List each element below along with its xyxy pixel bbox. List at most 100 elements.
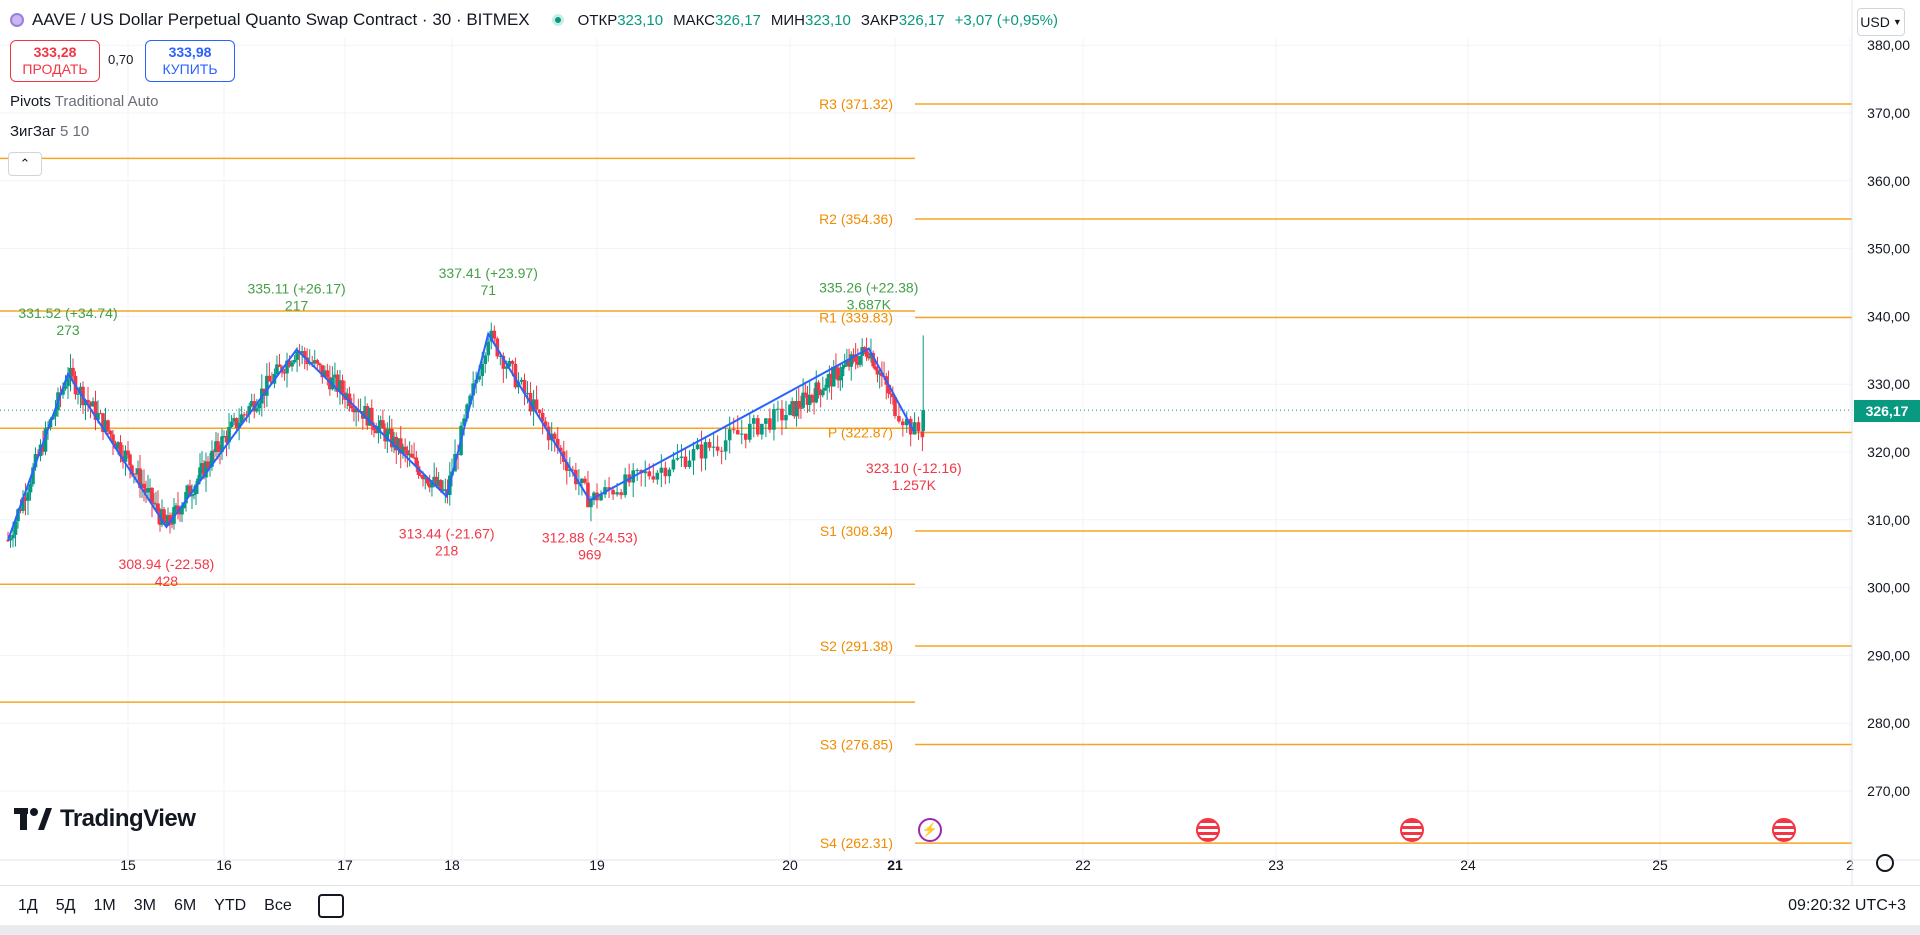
zigzag-price-label: 312.88 (-24.53) — [542, 529, 638, 545]
bottom-strip — [0, 925, 1920, 935]
us-flag-event-icon[interactable] — [1196, 818, 1220, 842]
candle-body — [416, 466, 421, 476]
chart-header: AAVE / US Dollar Perpetual Quanto Swap C… — [10, 8, 1058, 32]
candle-body — [71, 367, 75, 376]
candle-body — [663, 467, 668, 477]
candle-body — [776, 408, 780, 410]
range-ytd-button[interactable]: YTD — [214, 897, 247, 914]
candle-body — [401, 446, 405, 454]
candle-body — [150, 487, 154, 503]
buy-label: КУПИТЬ — [162, 61, 218, 77]
range-5d-button[interactable]: 5Д — [55, 897, 76, 914]
candle-body — [847, 360, 851, 367]
y-tick-label: 290,00 — [1867, 647, 1910, 663]
candle-body — [430, 481, 434, 488]
indicator-pivots[interactable]: Pivots Traditional Auto — [10, 93, 159, 110]
candle-body — [719, 450, 724, 452]
candle-body — [592, 492, 596, 501]
candle-body — [148, 487, 152, 489]
price-change: +3,07 (+0,95%) — [954, 11, 1058, 29]
candle-body — [340, 380, 345, 393]
candle-body — [540, 412, 545, 422]
range-all-button[interactable]: Все — [264, 897, 292, 914]
candle-body — [158, 513, 162, 525]
candle-body — [403, 446, 407, 451]
candle-body — [477, 376, 481, 380]
candle-body — [123, 450, 128, 462]
candle-body — [41, 444, 45, 452]
price-chart[interactable]: R3 (371.32) R2 (354.36) R1 (339.83) P (322.… — [0, 0, 1920, 885]
candle-body — [427, 483, 432, 488]
candle-body — [836, 367, 840, 381]
candle-body — [216, 441, 220, 451]
ohlc-close: ЗАКР326,17 — [860, 11, 945, 29]
candle-body — [558, 447, 563, 452]
collapse-legend-button[interactable]: ⌃ — [8, 152, 42, 176]
pivot-label: S1 (308.34) — [820, 523, 893, 539]
zigzag-price-label: 337.41 (+23.97) — [439, 265, 538, 281]
candle-body — [220, 436, 224, 453]
candle-body — [807, 394, 812, 405]
candle-body — [168, 515, 172, 524]
us-flag-event-icon[interactable] — [1772, 818, 1796, 842]
candle-body — [699, 444, 704, 459]
pivot-label: S3 (276.85) — [820, 737, 893, 753]
clock[interactable]: 09:20:32 UTC+3 — [1788, 897, 1906, 914]
candle-body — [864, 350, 869, 357]
symbol-title[interactable]: AAVE / US Dollar Perpetual Quanto Swap C… — [32, 10, 530, 29]
candle-body — [635, 470, 640, 472]
candle-body — [768, 418, 772, 430]
candle-body — [86, 399, 90, 404]
calendar-range-icon[interactable] — [317, 894, 344, 918]
range-1m-button[interactable]: 1М — [93, 897, 116, 914]
lightning-event-icon[interactable]: ⚡ — [918, 818, 942, 842]
candle-body — [825, 378, 829, 388]
us-flag-event-icon[interactable] — [1400, 818, 1424, 842]
candle-body — [790, 401, 794, 405]
candle-body — [465, 404, 469, 419]
candle-body — [144, 488, 148, 493]
candle-body — [858, 355, 862, 365]
pivot-label: R2 (354.36) — [819, 211, 893, 227]
candle-body — [200, 463, 204, 468]
candle-body — [295, 351, 299, 360]
candle-body — [671, 459, 676, 470]
candle-body — [651, 476, 656, 480]
candle-body — [76, 393, 80, 395]
candle-body — [134, 473, 138, 475]
candle-body — [182, 503, 186, 509]
sell-button[interactable]: 333,28 ПРОДАТЬ — [10, 40, 100, 82]
candle-body — [893, 397, 897, 417]
candle-body — [619, 492, 623, 496]
candle-body — [387, 428, 392, 431]
x-tick-label: 18 — [444, 857, 460, 873]
candle-body — [198, 467, 202, 479]
zigzag-line — [7, 331, 915, 541]
settings-gear-icon[interactable] — [1876, 854, 1894, 872]
sell-label: ПРОДАТЬ — [22, 61, 88, 77]
candle-body — [853, 355, 858, 362]
candle-body — [439, 479, 443, 491]
currency-select[interactable]: USD ▼ — [1857, 8, 1905, 36]
indicator-zigzag[interactable]: ЗигЗаг 5 10 — [10, 123, 90, 140]
candle-body — [202, 463, 206, 478]
y-tick-label: 320,00 — [1867, 444, 1910, 460]
candle-body — [363, 405, 367, 419]
range-6m-button[interactable]: 6М — [173, 897, 197, 914]
candle-body — [390, 428, 394, 448]
tradingview-logo[interactable]: TradingView — [14, 805, 196, 833]
range-1d-button[interactable]: 1Д — [18, 897, 38, 914]
buy-button[interactable]: 333,98 КУПИТЬ — [145, 40, 235, 82]
current-price-label: 326,17 — [1854, 400, 1920, 422]
candle-body — [812, 396, 816, 403]
candle-body — [234, 418, 239, 429]
candle-body — [212, 450, 216, 452]
candle-body — [829, 373, 834, 387]
range-3m-button[interactable]: 3М — [133, 897, 156, 914]
pivot-label: S2 (291.38) — [820, 638, 893, 654]
candle-body — [434, 476, 439, 487]
candle-body — [851, 354, 856, 356]
candle-body — [323, 370, 327, 378]
candle-body — [160, 509, 164, 525]
candle-body — [224, 436, 229, 443]
